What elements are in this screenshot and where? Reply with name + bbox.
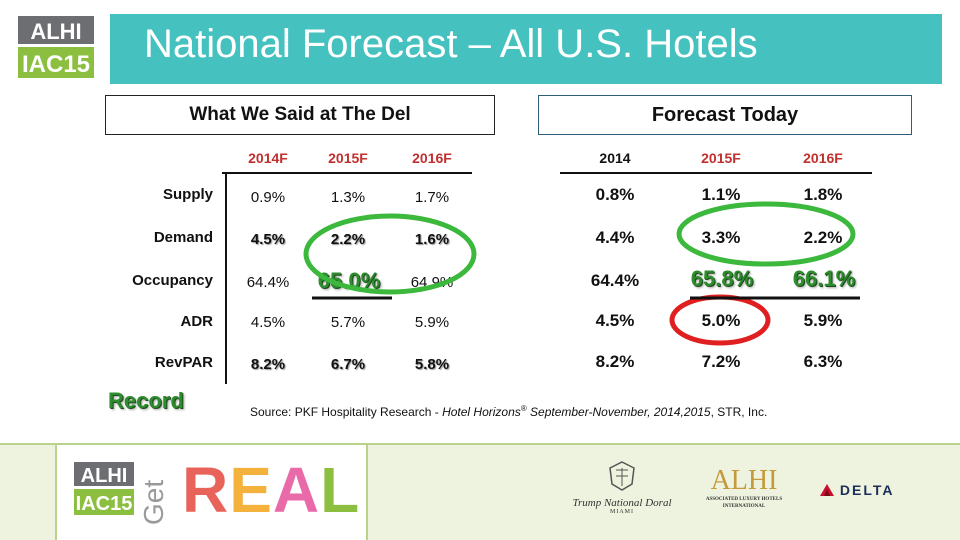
footer-logo-line2: IAC15 — [72, 487, 136, 517]
left-cell-supply-2016: 1.7% — [414, 189, 450, 206]
alhi-iac15-logo: ALHI IAC15 — [16, 14, 96, 80]
right-cell-supply-2015: 1.1% — [701, 185, 741, 204]
real-letter-a: A — [272, 454, 321, 526]
left-cell-supply-2014: 0.9% — [250, 189, 286, 206]
source-reg-mark: ® — [520, 404, 527, 413]
row-label-supply: Supply — [162, 186, 213, 203]
left-cell-adr-2014: 4.5% — [250, 314, 286, 331]
left-cell-adr-2016: 5.9% — [414, 314, 450, 331]
left-cell-occupancy-2016: 64.9% — [410, 274, 454, 291]
right-cell-supply-2016: 1.8% — [803, 185, 843, 204]
left-header-2016: 2016F — [412, 150, 452, 166]
left-header-2014: 2014F — [248, 150, 288, 166]
left-cell-adr-2015: 5.7% — [330, 314, 366, 331]
logo-line2: IAC15 — [16, 45, 96, 80]
alhi-big-text: ALHI — [710, 465, 778, 496]
logo-line1: ALHI — [16, 14, 96, 46]
right-section-title: Forecast Today — [538, 95, 912, 135]
right-cell-demand-2014: 4.4% — [595, 228, 635, 247]
right-header-underline — [560, 172, 872, 174]
row-label-revpar: RevPAR — [154, 354, 213, 371]
left-demand-circle — [303, 213, 477, 295]
alhi-sub2: International — [722, 504, 766, 509]
trump-national-doral-logo: Trump National Doral MIAMI — [572, 460, 672, 515]
trump-city: MIAMI — [610, 509, 634, 515]
right-cell-occupancy-2014: 64.4% — [590, 271, 640, 290]
right-cell-adr-2015: 5.0% — [701, 311, 741, 330]
left-cell-occupancy-2014: 64.4% — [246, 274, 290, 291]
left-cell-revpar-2014: 8.2% — [250, 356, 286, 373]
right-cell-revpar-2015: 7.2% — [701, 352, 741, 371]
footer-real-text: REAL — [182, 455, 360, 525]
source-publication: Hotel Horizons — [442, 405, 521, 419]
source-prefix: Source: PKF Hospitality Research - — [250, 405, 443, 419]
row-label-occupancy: Occupancy — [132, 272, 213, 289]
left-cell-demand-2016: 1.6% — [414, 231, 450, 248]
real-letter-l: L — [320, 454, 361, 526]
row-label-demand: Demand — [153, 229, 213, 246]
left-header-underline — [222, 172, 472, 174]
right-cell-adr-2014: 4.5% — [595, 311, 635, 330]
record-label: Record — [108, 388, 184, 413]
left-section-title: What We Said at The Del — [105, 95, 495, 135]
row-label-adr: ADR — [180, 313, 214, 330]
source-suffix: , STR, Inc. — [710, 405, 768, 419]
real-letter-r: R — [182, 454, 230, 526]
right-header-2015: 2015F — [701, 150, 741, 166]
right-header-2016: 2016F — [803, 150, 843, 166]
right-cell-revpar-2014: 8.2% — [595, 352, 635, 371]
right-header-2014: 2014 — [599, 150, 631, 166]
left-cell-demand-2014: 4.5% — [250, 231, 286, 248]
right-cell-adr-2016: 5.9% — [803, 311, 843, 330]
right-cell-demand-2015: 3.3% — [701, 228, 741, 247]
left-cell-revpar-2016: 5.8% — [414, 356, 450, 373]
alhi-sub1: Associated Luxury Hotels — [705, 497, 783, 502]
page-title: National Forecast – All U.S. Hotels — [144, 22, 758, 66]
left-cell-demand-2015: 2.2% — [330, 231, 366, 248]
right-demand-circle — [676, 201, 856, 267]
left-cell-revpar-2015: 6.7% — [330, 356, 366, 373]
delta-widget-icon — [820, 484, 834, 496]
right-cell-revpar-2016: 6.3% — [803, 352, 843, 371]
right-adr-circle — [669, 294, 771, 346]
title-bar — [110, 14, 942, 84]
crest-icon — [609, 461, 635, 491]
right-cell-supply-2014: 0.8% — [595, 185, 635, 204]
footer-logo-line1: ALHI — [72, 460, 136, 488]
left-table-vertical-rule — [225, 174, 227, 384]
right-cell-demand-2016: 2.2% — [803, 228, 843, 247]
source-dates: September-November, 2014,2015 — [526, 405, 711, 419]
left-cell-supply-2015: 1.3% — [330, 189, 366, 206]
footer-get-text: Get — [138, 479, 169, 525]
left-header-2015: 2015F — [328, 150, 368, 166]
right-cell-occupancy-2015: 65.8% — [690, 266, 754, 291]
real-letter-e: E — [229, 454, 273, 526]
delta-text: DELTA — [839, 482, 895, 498]
source-note: Source: PKF Hospitality Research - Hotel… — [250, 404, 767, 419]
alhi-sponsor-logo: ALHI Associated Luxury Hotels Internatio… — [700, 466, 788, 510]
right-cell-occupancy-2016: 66.1% — [792, 266, 856, 291]
delta-logo: DELTA — [820, 482, 894, 498]
trump-name: Trump National Doral — [572, 497, 672, 509]
